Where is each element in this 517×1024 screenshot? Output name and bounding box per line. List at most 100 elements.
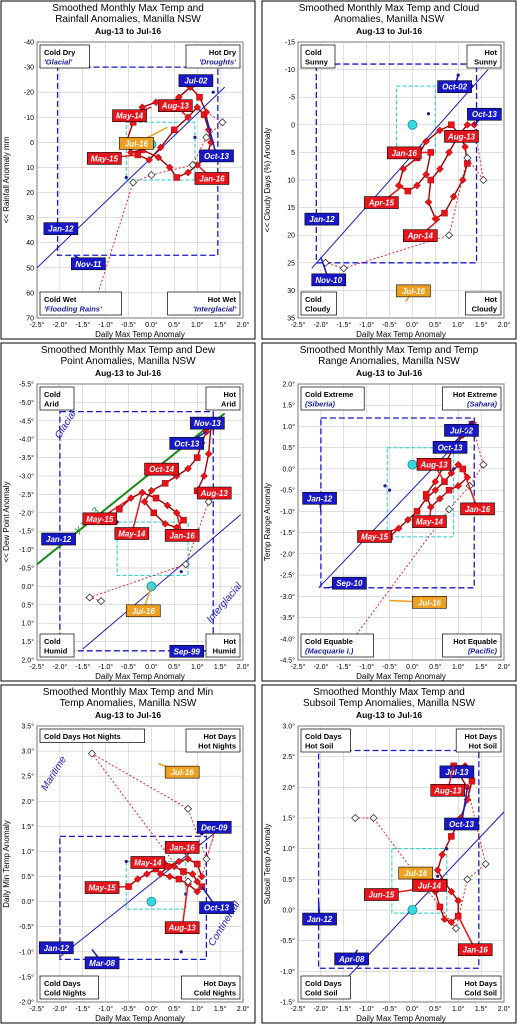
callout-box xyxy=(396,284,431,298)
y-axis-label: Daily Min Temp Anomaly xyxy=(2,820,11,907)
y-tick-label: -2.0° xyxy=(19,999,34,1007)
callout-box xyxy=(302,491,337,505)
data-point-diamond xyxy=(445,148,453,157)
callout-box xyxy=(357,530,392,543)
y-tick-label: 1.5° xyxy=(21,823,34,831)
data-point-diamond xyxy=(138,488,147,497)
y-tick-label: -4.0° xyxy=(19,436,34,444)
reference-dot xyxy=(124,859,128,864)
callout-label: Aug-13 xyxy=(433,786,462,795)
x-tick-label: 0.0° xyxy=(145,1005,158,1013)
callout-box xyxy=(112,109,147,123)
x-tick-label: -2.5° xyxy=(291,663,306,671)
callout-pointer xyxy=(205,117,218,157)
chart-title: Smoothed Monthly Max Temp and Dew xyxy=(41,345,216,356)
data-point-square xyxy=(441,209,448,217)
callout-label: Jan-16 xyxy=(463,946,489,955)
regression-line xyxy=(37,86,226,269)
data-point-diamond xyxy=(424,198,433,206)
callout-box xyxy=(364,196,399,209)
y-tick-label: 0 xyxy=(291,122,295,129)
y-tick-label: 10 xyxy=(287,178,295,185)
callout-box xyxy=(84,881,120,894)
callout-box xyxy=(190,416,225,430)
x-tick-label: 1.0° xyxy=(452,1005,465,1013)
x-tick-label: -0.5° xyxy=(382,663,397,671)
quadrant-label: Arid xyxy=(221,400,236,409)
x-tick-label: -2.5° xyxy=(30,663,45,671)
older-point xyxy=(445,505,454,514)
data-point-square xyxy=(198,883,206,890)
callout-box xyxy=(364,888,399,901)
data-point-square xyxy=(161,480,169,487)
data-point-diamond xyxy=(154,153,163,162)
x-tick-label: 2.0° xyxy=(498,1005,511,1013)
y-tick-label: -1.0° xyxy=(19,948,34,956)
callout-label: Oct-02 xyxy=(442,83,467,92)
callout-label: Jul-02 xyxy=(450,426,474,435)
chart-subsoil-temp: Smoothed Monthly Max Temp and Subsoil Tem… xyxy=(261,684,517,1024)
quadrant-sublabel: 'Droughts' xyxy=(199,58,236,67)
quadrant-label: Hot xyxy=(485,48,498,57)
data-point-diamond xyxy=(399,165,408,173)
y-tick-label: 1.5° xyxy=(282,815,295,823)
older-point xyxy=(463,875,472,884)
y-tick-label: 2.0° xyxy=(282,381,295,389)
x-tick-label: 0.5° xyxy=(168,663,181,671)
chart-title: Point Anomalies, Manilla NSW xyxy=(60,356,196,367)
quadrant-label: Cold xyxy=(305,295,322,304)
x-tick-label: 1.0° xyxy=(191,321,204,329)
quadrant-sublabel: (Siberia) xyxy=(305,400,336,409)
data-point-square xyxy=(175,875,183,883)
quadrant-label: Cold Days xyxy=(44,979,81,988)
callout-box xyxy=(199,149,234,163)
x-tick-label: 0.5° xyxy=(429,1005,442,1013)
quadrant-box xyxy=(39,44,90,69)
quadrant-label: Hot xyxy=(224,637,237,646)
data-point-square xyxy=(173,174,180,181)
data-point-diamond xyxy=(200,472,208,480)
callout-label: Jul-14 xyxy=(418,881,442,890)
callout-box xyxy=(444,817,479,831)
callout-label: Aug-13 xyxy=(419,460,448,469)
x-tick-label: -1.5° xyxy=(75,663,90,671)
y-tick-label: 30 xyxy=(287,288,295,295)
x-tick-label: 1.5° xyxy=(475,321,488,329)
data-point-diamond xyxy=(161,519,170,528)
y-tick-label: -3.5° xyxy=(19,454,34,462)
callout-label: Jan-12 xyxy=(48,225,74,234)
data-point-diamond xyxy=(422,137,431,146)
x-tick-label: -1.0° xyxy=(98,1005,113,1013)
older-point xyxy=(147,170,156,180)
data-point-square xyxy=(180,868,187,875)
quadrant-label: Arid xyxy=(44,400,59,409)
quadrant-box xyxy=(300,633,374,658)
callout-label: Oct-14 xyxy=(149,465,174,474)
callout-box xyxy=(164,765,200,779)
quadrant-sublabel: (Pacific) xyxy=(468,647,498,656)
data-point-diamond xyxy=(188,870,197,878)
x-tick-label: -2.0° xyxy=(52,321,67,329)
older-point xyxy=(184,804,193,813)
callout-box xyxy=(71,257,106,271)
x-tick-label: 2.0° xyxy=(237,321,250,329)
callout-label: Jan-12 xyxy=(44,944,70,953)
y-tick-label: 1.0° xyxy=(282,845,295,853)
y-tick-label: 10 xyxy=(26,165,34,172)
quadrant-label: Hot Days xyxy=(464,979,497,988)
data-point-square xyxy=(445,486,453,494)
callout-box xyxy=(432,441,468,454)
data-point-diamond xyxy=(204,125,213,134)
x-tick-label: -0.5° xyxy=(382,1005,397,1013)
data-point-diamond xyxy=(431,486,440,495)
data-point-diamond xyxy=(184,464,192,473)
quadrant-box xyxy=(466,44,502,69)
callout-box xyxy=(402,229,438,242)
callout-pointer xyxy=(131,492,144,534)
y-tick-label: -0.5° xyxy=(280,487,295,495)
quadrant-box xyxy=(185,44,241,69)
origin-point xyxy=(407,119,418,130)
callout-label: Jan-12 xyxy=(307,915,333,924)
y-tick-label: -1.0° xyxy=(280,508,295,516)
